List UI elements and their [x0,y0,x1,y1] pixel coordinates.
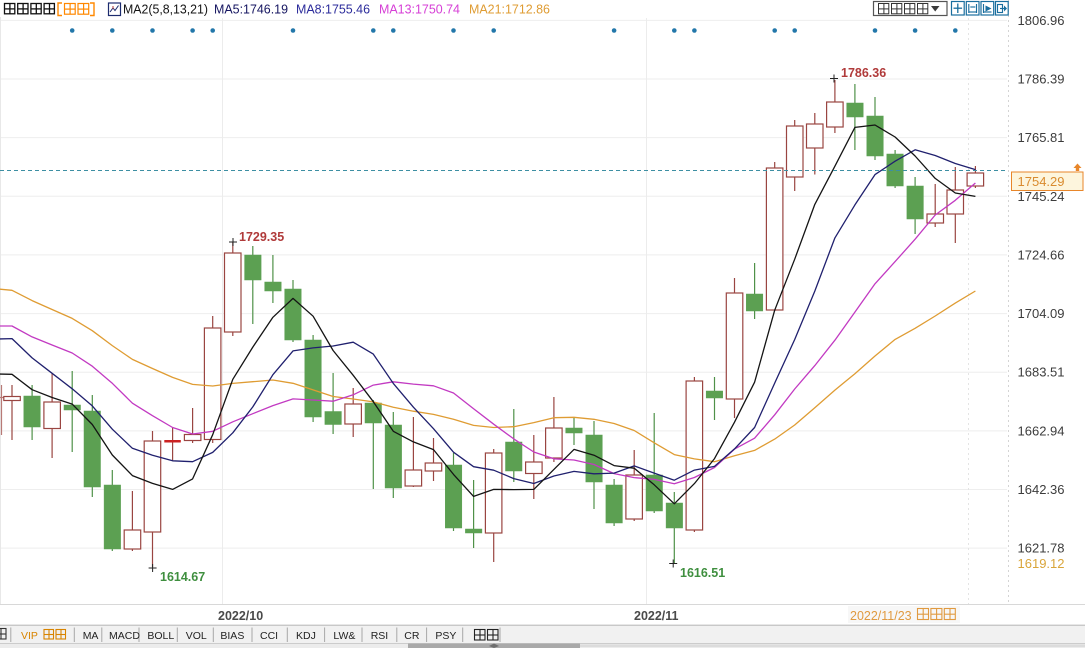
svg-text:KDJ: KDJ [296,630,316,642]
svg-text:2022/10: 2022/10 [218,609,263,623]
svg-text:2022/11: 2022/11 [634,609,679,623]
svg-text:1642.36: 1642.36 [1018,482,1065,497]
svg-text:LW&: LW& [333,630,355,642]
svg-text:1806.96: 1806.96 [1018,13,1065,28]
svg-text:MA8:1755.46: MA8:1755.46 [296,2,370,17]
svg-text:1786.36: 1786.36 [841,66,886,80]
svg-text:2022/11/23: 2022/11/23 [850,609,912,623]
svg-text:1786.39: 1786.39 [1018,72,1065,87]
svg-text:BOLL: BOLL [147,630,174,642]
svg-text:1765.81: 1765.81 [1018,130,1065,145]
svg-text:1754.29: 1754.29 [1018,174,1065,189]
svg-text:CR: CR [404,630,420,642]
svg-text:1704.09: 1704.09 [1018,306,1065,321]
svg-text:MA21:1712.86: MA21:1712.86 [469,2,550,17]
svg-text:MA2(5,8,13,21): MA2(5,8,13,21) [123,2,208,17]
svg-text:MACD: MACD [109,630,140,642]
svg-text:MA: MA [83,630,99,642]
svg-text:1662.94: 1662.94 [1018,423,1065,438]
svg-text:1729.35: 1729.35 [239,230,284,244]
svg-text:1745.24: 1745.24 [1018,189,1065,204]
svg-text:RSI: RSI [371,630,389,642]
svg-text:1724.66: 1724.66 [1018,247,1065,262]
svg-text:VIP: VIP [21,630,38,642]
svg-text:VOL: VOL [186,630,207,642]
svg-text:1614.67: 1614.67 [160,570,205,584]
svg-text:BIAS: BIAS [220,630,244,642]
svg-text:1621.78: 1621.78 [1018,541,1065,556]
svg-text:CCI: CCI [260,630,278,642]
svg-text:1619.12: 1619.12 [1018,556,1065,571]
svg-text:MA5:1746.19: MA5:1746.19 [214,2,288,17]
svg-text:PSY: PSY [435,630,456,642]
svg-text:1616.51: 1616.51 [680,566,725,580]
svg-text:1683.51: 1683.51 [1018,365,1065,380]
svg-text:MA13:1750.74: MA13:1750.74 [379,2,460,17]
